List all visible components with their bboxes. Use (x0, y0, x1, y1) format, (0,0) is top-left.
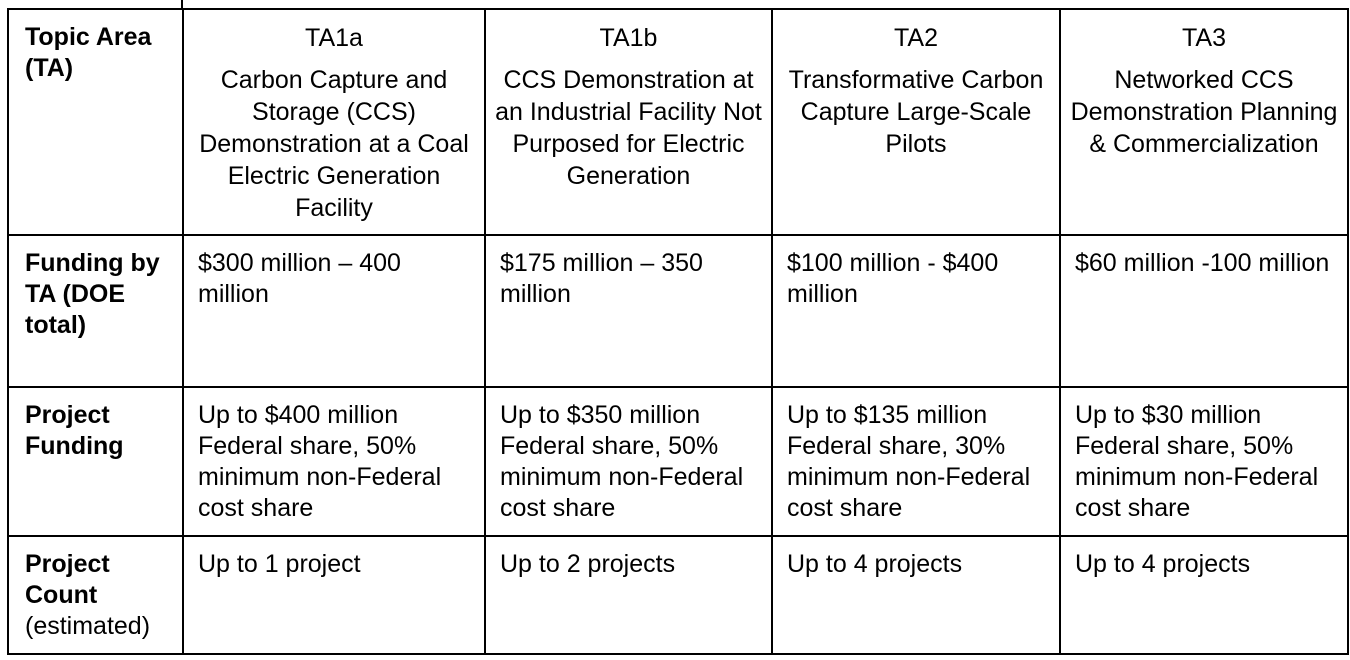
table-cell: $300 million – 400 million (182, 234, 486, 388)
topic-area-funding-table: Topic Area (TA) TA1a Carbon Capture and … (7, 8, 1349, 655)
row-header-project-funding: Project Funding (7, 386, 184, 537)
column-header-ta1a: TA1a Carbon Capture and Storage (CCS) De… (182, 8, 486, 236)
top-border-tick (181, 0, 183, 9)
table-cell: Up to $135 million Federal share, 30% mi… (771, 386, 1061, 537)
table-row-project-funding: Project Funding Up to $400 million Feder… (7, 386, 1349, 537)
column-header-ta2: TA2 Transformative Carbon Capture Large-… (771, 8, 1061, 236)
table-cell: Up to $350 million Federal share, 50% mi… (484, 386, 773, 537)
column-title: Networked CCS Demonstration Planning & C… (1070, 66, 1338, 158)
row-header-label: Project Funding (25, 401, 124, 460)
column-code: TA1a (305, 24, 363, 52)
column-code: TA2 (894, 24, 938, 52)
row-header-project-count: Project Count (estimated) (7, 535, 184, 655)
table-cell: Up to $400 million Federal share, 50% mi… (182, 386, 486, 537)
table-cell: $100 million - $400 million (771, 234, 1061, 388)
table-cell: Up to 4 projects (771, 535, 1061, 655)
row-header-label: Project Count (25, 550, 110, 609)
row-header-label-sub: (TA) (25, 54, 74, 82)
column-code: TA1b (599, 24, 658, 52)
table-cell: Up to 2 projects (484, 535, 773, 655)
table-cell: $175 million – 350 million (484, 234, 773, 388)
row-header-label: Topic Area (25, 23, 152, 51)
table-cell: Up to 4 projects (1059, 535, 1349, 655)
row-header-label: Funding by TA (DOE total) (25, 249, 160, 339)
table-row-funding-by-ta: Funding by TA (DOE total) $300 million –… (7, 234, 1349, 388)
header-row: Topic Area (TA) TA1a Carbon Capture and … (7, 8, 1349, 236)
table-cell: Up to $30 million Federal share, 50% min… (1059, 386, 1349, 537)
row-header-label-sub: (estimated) (25, 612, 151, 640)
column-code: TA3 (1182, 24, 1226, 52)
table-cell: $60 million -100 million (1059, 234, 1349, 388)
column-title: Transformative Carbon Capture Large-Scal… (788, 66, 1044, 158)
row-header-funding-by-ta: Funding by TA (DOE total) (7, 234, 184, 388)
table-cell: Up to 1 project (182, 535, 486, 655)
row-header-topic-area: Topic Area (TA) (7, 8, 184, 236)
table-row-project-count: Project Count (estimated) Up to 1 projec… (7, 535, 1349, 655)
column-title: Carbon Capture and Storage (CCS) Demonst… (199, 66, 469, 222)
column-header-ta1b: TA1b CCS Demonstration at an Industrial … (484, 8, 773, 236)
column-header-ta3: TA3 Networked CCS Demonstration Planning… (1059, 8, 1349, 236)
column-title: CCS Demonstration at an Industrial Facil… (495, 66, 762, 190)
